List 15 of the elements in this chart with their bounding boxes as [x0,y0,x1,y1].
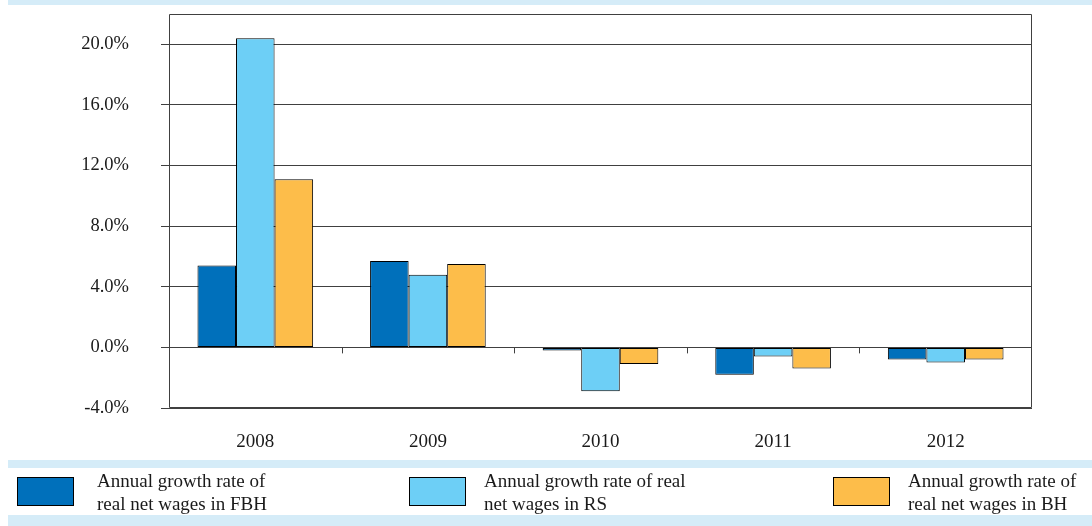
y-tick-label: 12.0% [81,154,129,175]
x-tick-label: 2008 [236,430,275,452]
legend-label: Annual growth rate of real net wages in FBH [97,468,268,515]
x-tick-label: 2011 [754,430,792,452]
legend-label: Annual growth rate of real net wages in RS [484,468,687,515]
x-tick-label: 2010 [581,430,620,452]
legend-label: Annual growth rate of real net wages in BH [908,468,1078,515]
x-tick-label: 2009 [408,430,447,452]
y-tick-label: 8.0% [90,215,129,236]
x-tick-label: 2012 [926,430,965,452]
y-tick-label: 16.0% [81,93,129,114]
y-tick-label: 20.0% [81,33,129,54]
y-tick-label: 0.0% [90,336,129,357]
y-tick-label: 4.0% [90,275,129,296]
y-tick-label: -4.0% [84,396,129,417]
